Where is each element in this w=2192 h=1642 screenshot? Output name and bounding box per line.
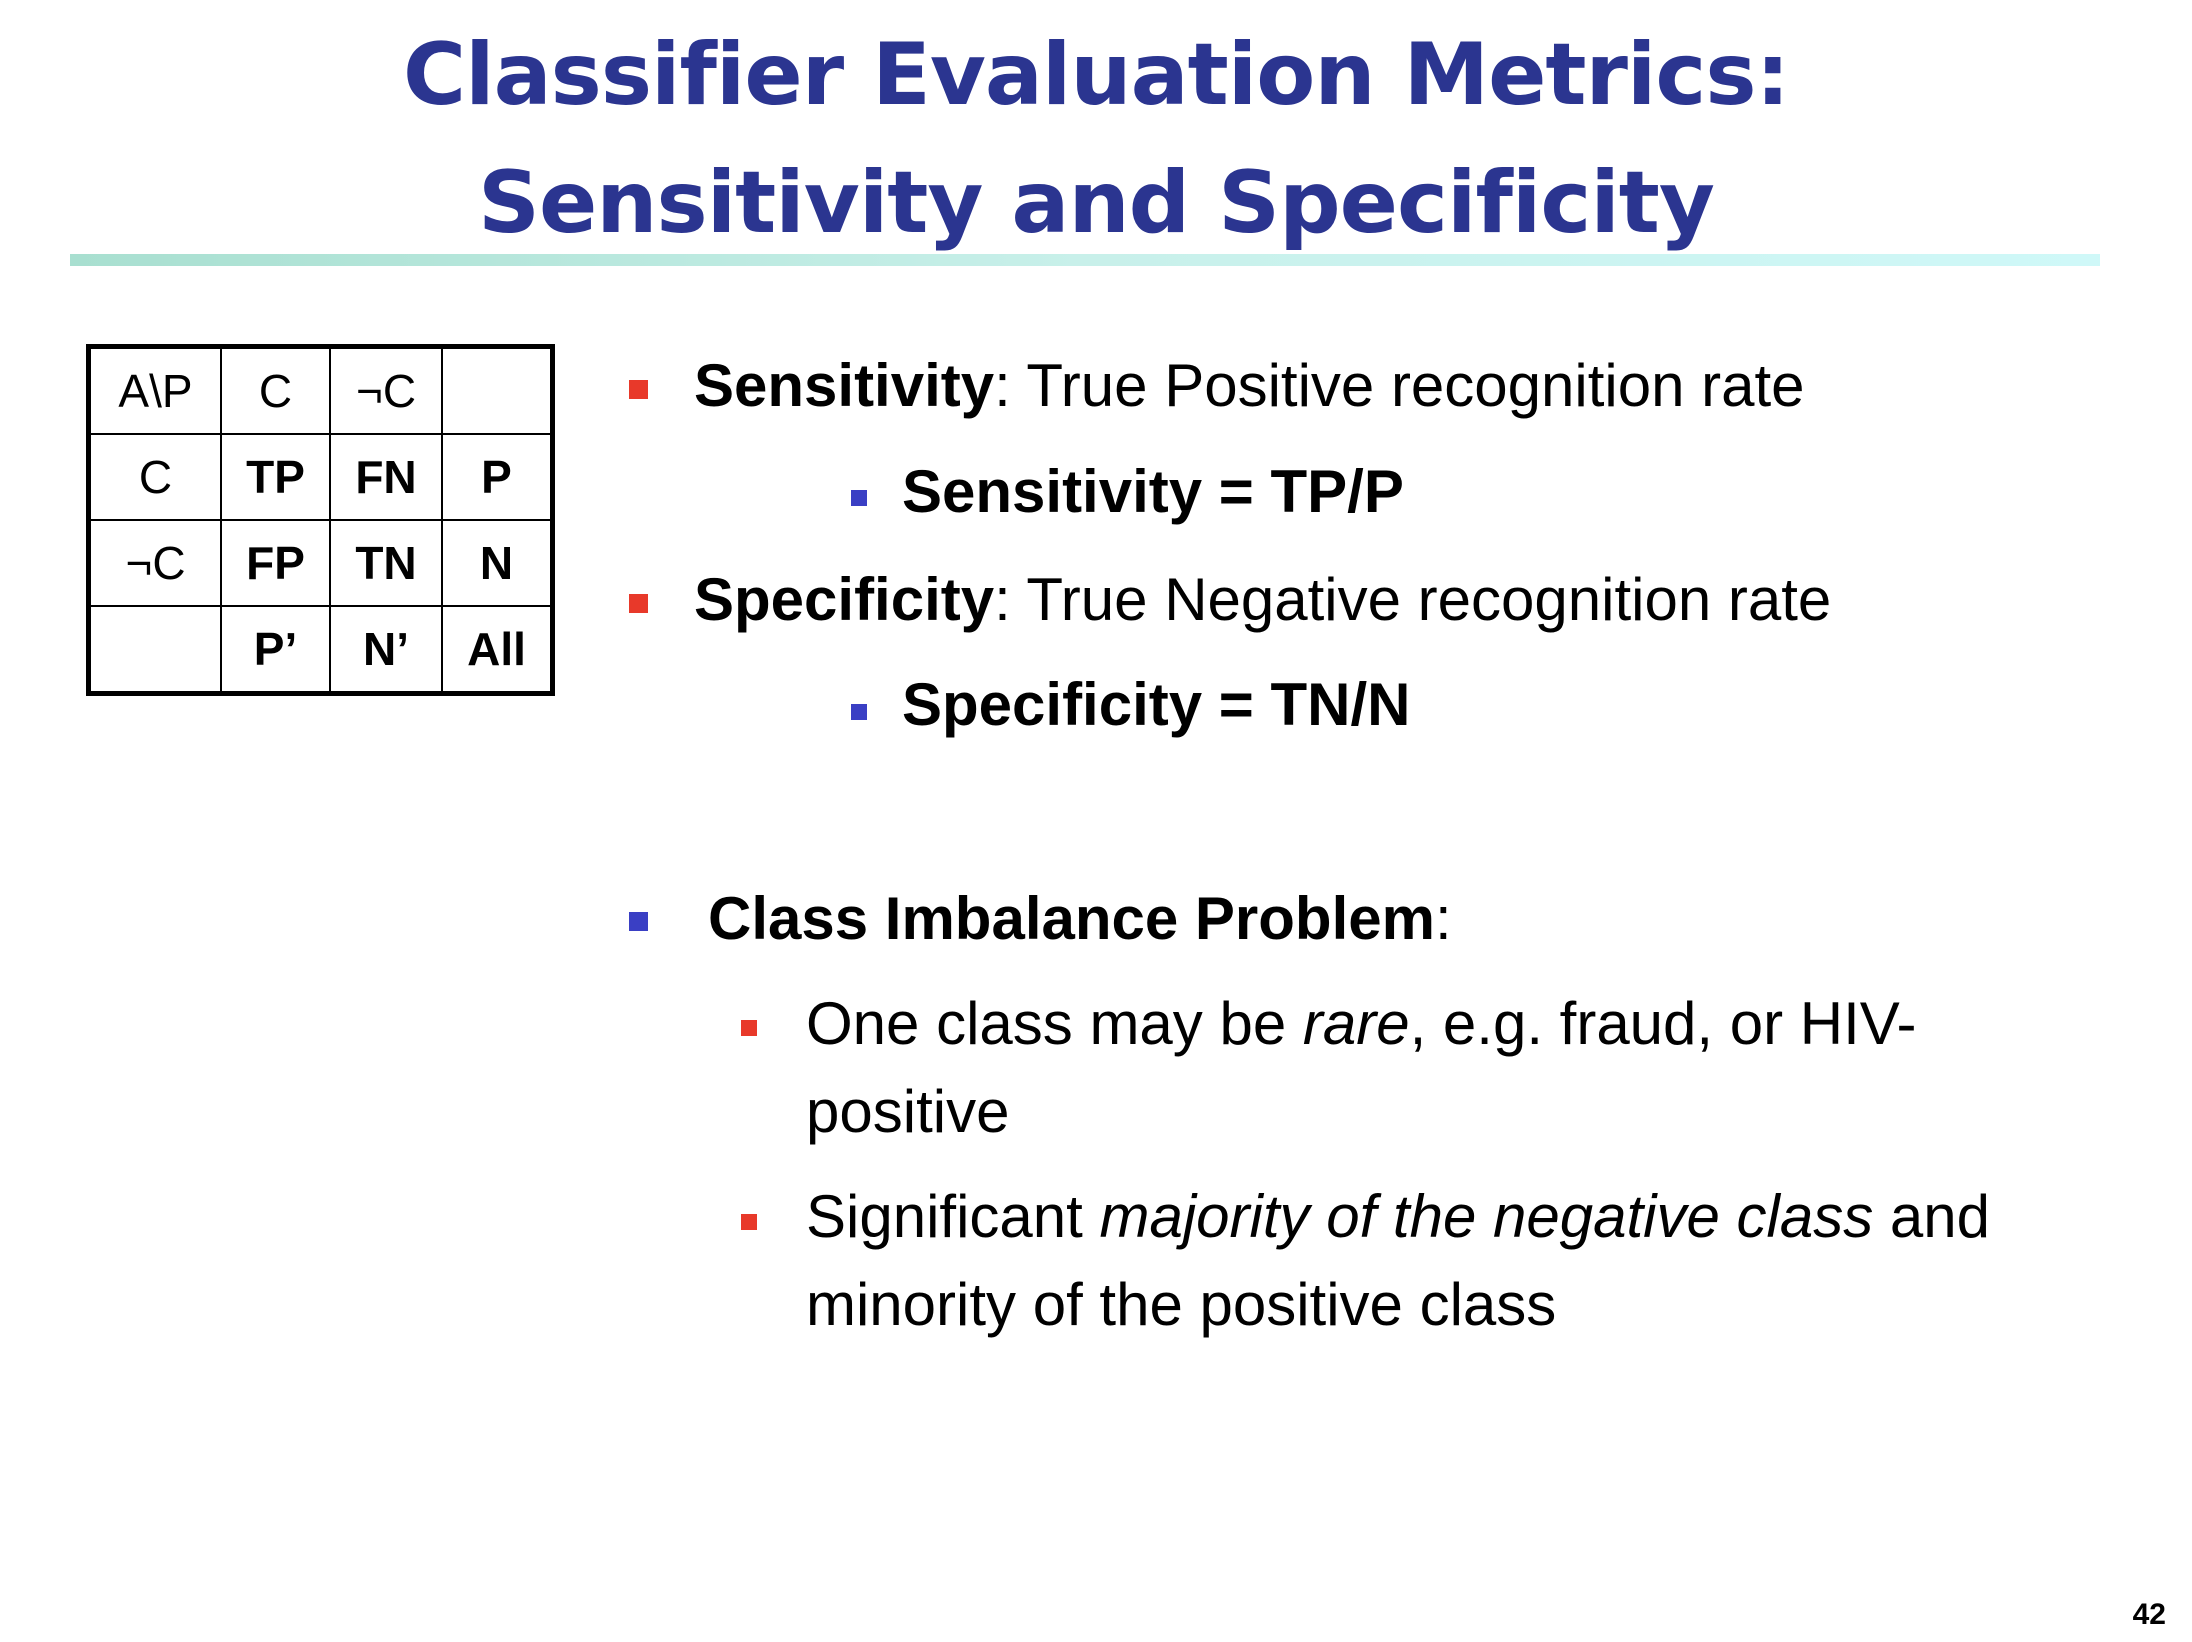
text-span: and bbox=[1873, 1183, 1990, 1250]
sensitivity-description: : True Positive recognition rate bbox=[994, 352, 1805, 419]
square-bullet-icon bbox=[741, 1020, 757, 1036]
square-bullet-icon bbox=[629, 912, 648, 931]
specificity-description: : True Negative recognition rate bbox=[994, 566, 1832, 633]
class-imbalance-term: Class Imbalance Problem bbox=[708, 885, 1435, 952]
square-bullet-icon bbox=[851, 704, 867, 720]
square-bullet-icon bbox=[629, 380, 648, 399]
table-cell: P bbox=[441, 433, 554, 521]
table-row: A\P C ¬C bbox=[87, 345, 554, 435]
square-bullet-icon bbox=[741, 1214, 757, 1230]
table-row: C TP FN P bbox=[87, 433, 554, 521]
table-cell: A\P bbox=[87, 345, 222, 435]
class-imbalance-colon: : bbox=[1434, 885, 1452, 952]
table-cell: ¬C bbox=[87, 519, 222, 607]
confusion-matrix-table: A\P C ¬C C TP FN P ¬C FP TN N P’ N’ All bbox=[86, 344, 555, 696]
table-cell: FP bbox=[220, 519, 331, 607]
table-cell: N’ bbox=[329, 605, 443, 695]
table-cell: TN bbox=[329, 519, 443, 607]
rare-class-line2: positive bbox=[806, 1078, 1010, 1145]
class-imbalance-bullet: Class Imbalance Problem: bbox=[708, 887, 1452, 951]
rare-class-line1: One class may be rare, e.g. fraud, or HI… bbox=[806, 992, 1916, 1056]
table-cell: C bbox=[220, 345, 331, 435]
table-cell bbox=[87, 605, 222, 695]
square-bullet-icon bbox=[629, 594, 648, 613]
table-cell: P’ bbox=[220, 605, 331, 695]
table-cell: N bbox=[441, 519, 554, 607]
table-cell: TP bbox=[220, 433, 331, 521]
table-cell: All bbox=[441, 605, 554, 695]
specificity-bullet: Specificity: True Negative recognition r… bbox=[694, 568, 1831, 632]
text-span-italic: rare bbox=[1302, 990, 1410, 1057]
majority-line2: minority of the positive class bbox=[806, 1271, 1557, 1338]
text-span: , e.g. fraud, or HIV- bbox=[1409, 990, 1917, 1057]
sensitivity-bullet: Sensitivity: True Positive recognition r… bbox=[694, 354, 1805, 418]
text-span-italic: majority of the negative class bbox=[1099, 1183, 1874, 1250]
slide-title-line1: Classifier Evaluation Metrics: bbox=[403, 25, 1790, 125]
text-span: One class may be bbox=[806, 990, 1303, 1057]
title-divider bbox=[70, 254, 2100, 266]
sensitivity-term: Sensitivity bbox=[694, 352, 995, 419]
specificity-formula: Specificity = TN/N bbox=[902, 671, 1411, 738]
table-cell: FN bbox=[329, 433, 443, 521]
sensitivity-formula: Sensitivity = TP/P bbox=[902, 458, 1404, 525]
table-cell bbox=[441, 345, 554, 435]
table-cell: ¬C bbox=[329, 345, 443, 435]
majority-line1: Significant majority of the negative cla… bbox=[806, 1185, 1990, 1249]
table-cell: C bbox=[87, 433, 222, 521]
table-row: P’ N’ All bbox=[87, 605, 554, 695]
slide-title-line2: Sensitivity and Specificity bbox=[478, 153, 1715, 253]
table-row: ¬C FP TN N bbox=[87, 519, 554, 607]
page-number: 42 bbox=[2132, 1598, 2166, 1631]
specificity-term: Specificity bbox=[694, 566, 995, 633]
square-bullet-icon bbox=[851, 490, 867, 506]
text-span: Significant bbox=[806, 1183, 1100, 1250]
